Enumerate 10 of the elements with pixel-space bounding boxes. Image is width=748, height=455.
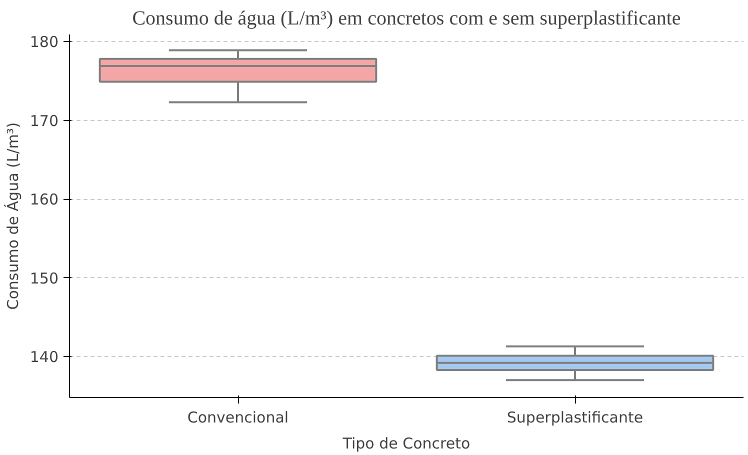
y-tick-label: 140 bbox=[30, 348, 59, 366]
y-axis-title: Consumo de Água (L/m³) bbox=[4, 122, 22, 310]
x-tick-label: Convencional bbox=[187, 408, 289, 426]
y-tick-label: 170 bbox=[30, 112, 59, 130]
x-tick-label: Superplastificante bbox=[506, 408, 644, 426]
chart-title: Consumo de água (L/m³) em concretos com e sem superplastificante bbox=[132, 8, 681, 30]
y-tick-label: 150 bbox=[30, 269, 59, 288]
y-tick-label: 160 bbox=[30, 190, 59, 209]
y-tick-label: 180 bbox=[30, 33, 59, 52]
x-axis-title: Tipo de Concreto bbox=[342, 434, 470, 452]
